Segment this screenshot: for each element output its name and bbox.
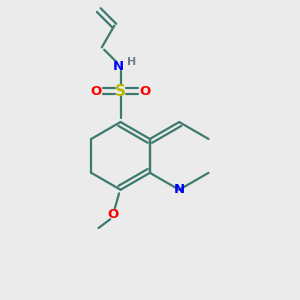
Text: O: O	[140, 85, 151, 98]
Text: N: N	[112, 60, 124, 73]
Text: H: H	[127, 57, 136, 67]
Text: S: S	[115, 84, 126, 99]
Text: O: O	[108, 208, 119, 221]
Text: N: N	[174, 183, 185, 196]
Text: O: O	[90, 85, 101, 98]
